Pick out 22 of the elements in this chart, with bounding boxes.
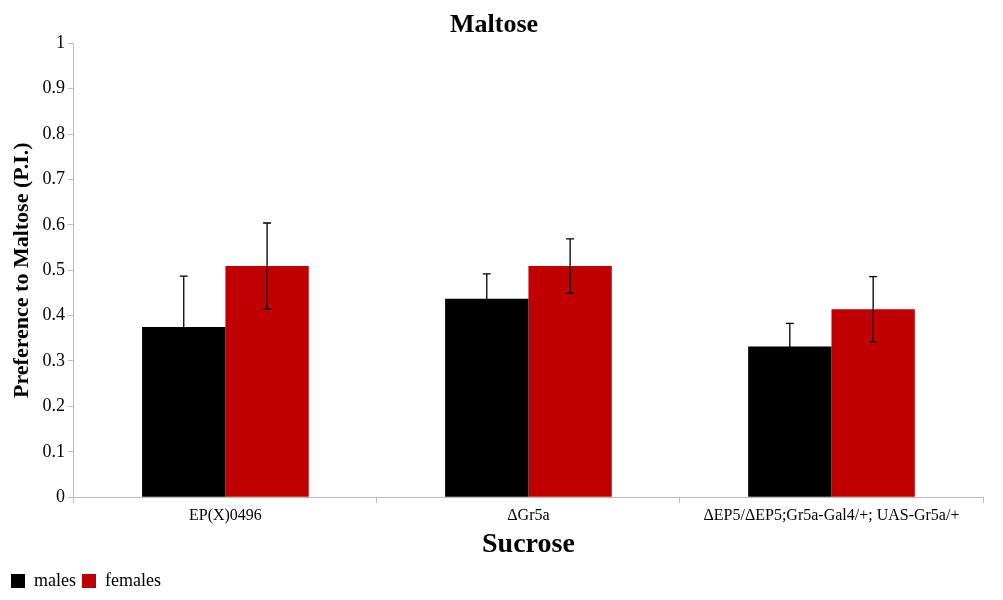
y-tick-label: 0.5 (42, 258, 65, 279)
legend-label: females (104, 569, 161, 590)
y-axis-title: Preference to Maltose (P.I.) (7, 142, 33, 398)
y-tick-label: 0.7 (42, 168, 65, 189)
y-tick-label: 0.3 (42, 349, 65, 370)
legend-label: males (34, 569, 76, 590)
bar (831, 309, 915, 497)
bar (225, 266, 309, 497)
y-tick-label: 0 (55, 485, 65, 506)
y-tick-label: 0.8 (42, 122, 65, 143)
x-tick-label: ΔEP5/ΔEP5;Gr5a-Gal4/+; UAS-Gr5a/+ (703, 506, 960, 523)
y-tick-label: 0.9 (42, 77, 65, 98)
y-tick-label: 0.6 (42, 213, 65, 234)
y-tick-label: 1 (55, 31, 65, 52)
y-tick-label: 0.4 (42, 304, 65, 325)
x-tick-label: ΔGr5a (507, 506, 550, 523)
bar (528, 266, 612, 497)
x-axis-title: Sucrose (482, 527, 575, 559)
y-tick-label: 0.2 (42, 395, 65, 416)
y-tick-label: 0.1 (42, 440, 65, 461)
chart-title: Maltose (449, 9, 539, 39)
x-tick-label: EP(X)0496 (188, 506, 262, 524)
